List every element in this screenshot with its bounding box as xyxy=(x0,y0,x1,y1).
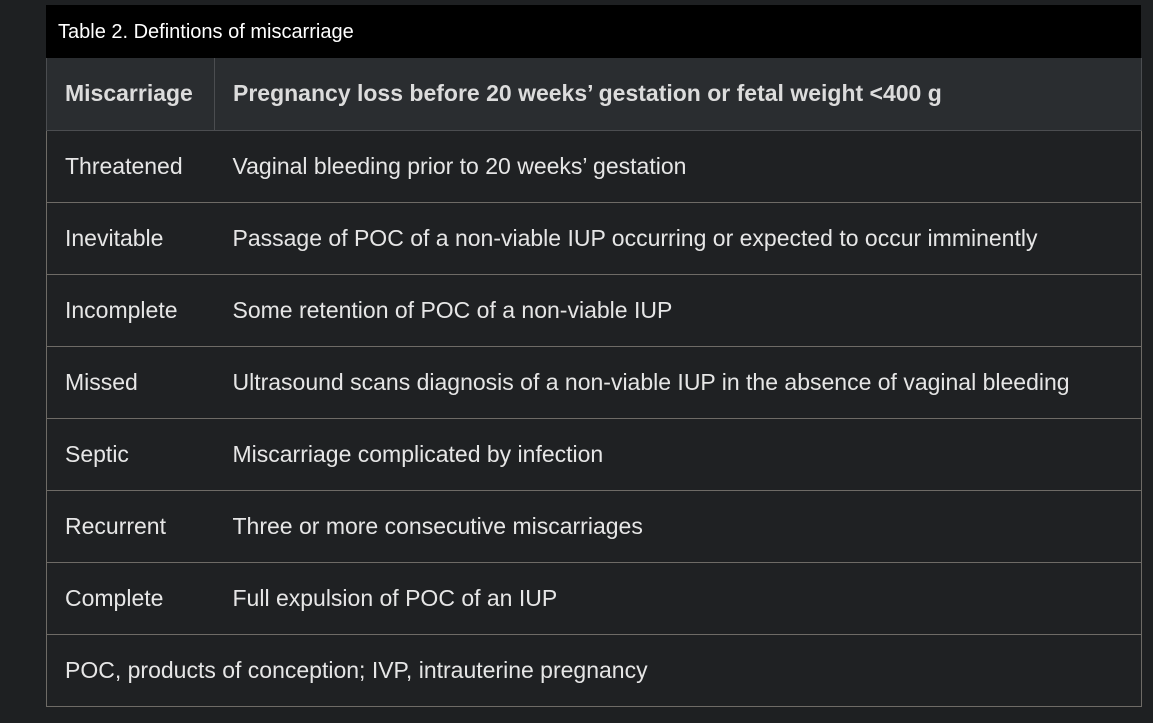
row-term: Threatened xyxy=(46,129,215,203)
table-row: Inevitable Passage of POC of a non-viabl… xyxy=(46,201,1142,275)
table-caption: Table 2. Defintions of miscarriage xyxy=(46,5,1141,58)
table-footnote: POC, products of conception; IVP, intrau… xyxy=(46,633,1142,707)
table-row: Septic Miscarriage complicated by infect… xyxy=(46,417,1142,491)
table-row: Complete Full expulsion of POC of an IUP xyxy=(46,561,1142,635)
definitions-table: Miscarriage Pregnancy loss before 20 wee… xyxy=(46,58,1142,707)
table-row: Threatened Vaginal bleeding prior to 20 … xyxy=(46,129,1142,203)
table-footer: POC, products of conception; IVP, intrau… xyxy=(46,633,1142,707)
table-row: Recurrent Three or more consecutive misc… xyxy=(46,489,1142,563)
footnote-row: POC, products of conception; IVP, intrau… xyxy=(46,633,1142,707)
row-term: Complete xyxy=(46,561,215,635)
row-definition: Three or more consecutive miscarriages xyxy=(214,489,1142,563)
row-term: Inevitable xyxy=(46,201,215,275)
row-definition: Ultrasound scans diagnosis of a non-viab… xyxy=(214,345,1142,419)
row-definition: Miscarriage complicated by infection xyxy=(214,417,1142,491)
row-definition: Some retention of POC of a non-viable IU… xyxy=(214,273,1142,347)
table-body: Threatened Vaginal bleeding prior to 20 … xyxy=(46,129,1142,635)
row-term: Recurrent xyxy=(46,489,215,563)
table-row: Missed Ultrasound scans diagnosis of a n… xyxy=(46,345,1142,419)
row-definition: Vaginal bleeding prior to 20 weeks’ gest… xyxy=(214,129,1142,203)
definitions-table-container: Table 2. Defintions of miscarriage Misca… xyxy=(46,5,1142,707)
header-term: Miscarriage xyxy=(46,58,215,131)
header-row: Miscarriage Pregnancy loss before 20 wee… xyxy=(46,58,1142,131)
row-definition: Full expulsion of POC of an IUP xyxy=(214,561,1142,635)
row-term: Septic xyxy=(46,417,215,491)
row-term: Incomplete xyxy=(46,273,215,347)
table-header: Miscarriage Pregnancy loss before 20 wee… xyxy=(46,58,1142,131)
header-definition: Pregnancy loss before 20 weeks’ gestatio… xyxy=(214,58,1142,131)
row-definition: Passage of POC of a non-viable IUP occur… xyxy=(214,201,1142,275)
row-term: Missed xyxy=(46,345,215,419)
table-row: Incomplete Some retention of POC of a no… xyxy=(46,273,1142,347)
